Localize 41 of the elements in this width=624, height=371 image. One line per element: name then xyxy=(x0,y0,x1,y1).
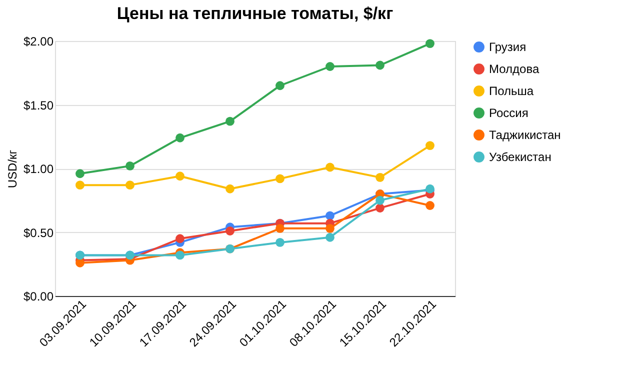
legend-label: Узбекистан xyxy=(489,150,552,164)
legend-label: Грузия xyxy=(489,40,526,54)
legend-label: Польша xyxy=(489,84,534,98)
point xyxy=(326,162,334,172)
legend-label: Молдова xyxy=(489,62,540,76)
point xyxy=(326,211,334,220)
y-axis-title: USD/кг xyxy=(5,149,20,188)
point xyxy=(226,184,234,194)
point xyxy=(76,258,84,268)
point xyxy=(426,141,434,150)
point xyxy=(76,180,84,190)
point xyxy=(326,232,334,242)
point xyxy=(226,226,234,236)
point xyxy=(426,39,434,48)
point xyxy=(326,224,334,233)
point xyxy=(176,234,184,244)
y-tick-label: $0.00 xyxy=(23,290,54,304)
point xyxy=(176,133,184,142)
point xyxy=(376,196,384,205)
point xyxy=(426,201,434,210)
y-tick-label: $0.50 xyxy=(23,226,54,240)
point xyxy=(276,238,284,247)
point xyxy=(326,62,334,71)
point xyxy=(376,204,384,212)
legend-label: Россия xyxy=(489,106,528,120)
point xyxy=(126,161,134,170)
point xyxy=(176,172,184,181)
point xyxy=(226,116,234,126)
y-tick-label: $1.00 xyxy=(23,162,54,176)
point xyxy=(276,81,284,90)
point xyxy=(126,180,134,190)
point xyxy=(76,169,84,178)
point xyxy=(376,60,384,70)
legend-label: Таджикистан xyxy=(489,128,561,142)
point xyxy=(276,224,284,233)
point xyxy=(276,174,284,184)
y-tick-label: $2.00 xyxy=(23,34,54,48)
y-tick-label: $1.50 xyxy=(23,98,54,112)
chart-title: Цены на тепличные томаты, $/кг xyxy=(116,4,394,23)
point xyxy=(176,250,184,260)
point xyxy=(376,172,384,182)
